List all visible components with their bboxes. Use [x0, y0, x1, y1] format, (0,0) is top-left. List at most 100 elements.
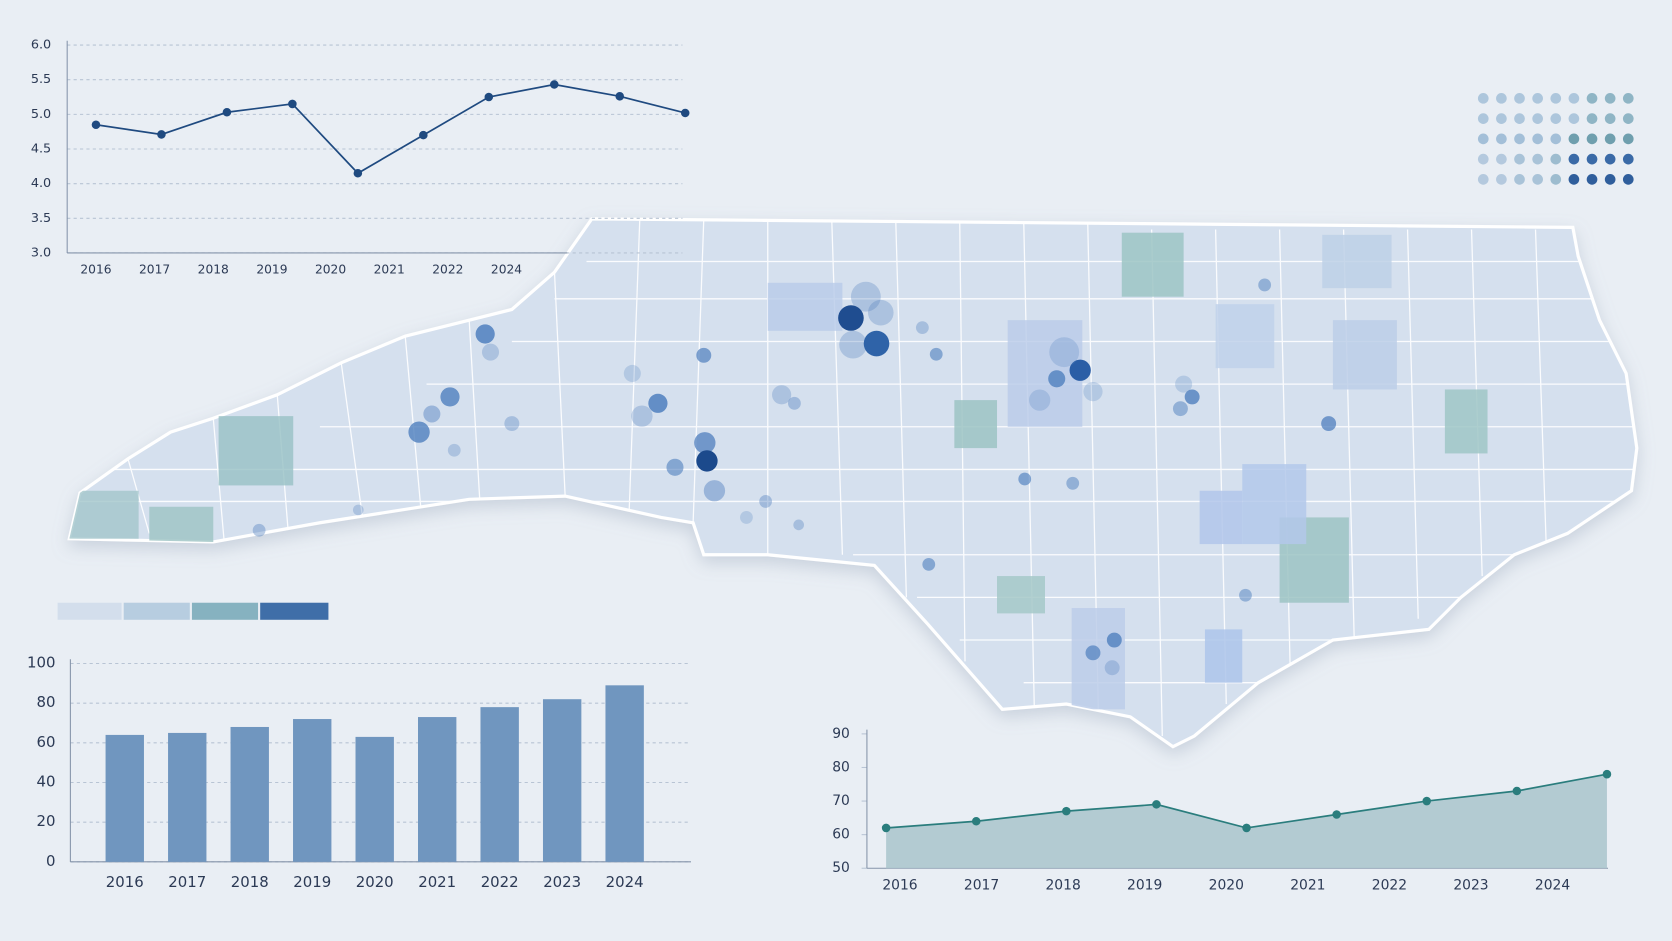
dot: [1568, 153, 1580, 165]
x-tick-label: 2022: [432, 263, 463, 277]
x-tick-label: 2019: [1127, 877, 1162, 893]
dot-legend: [1477, 93, 1634, 185]
point: [484, 92, 494, 102]
x-tick-label: 2020: [315, 263, 346, 277]
map: [67, 217, 1639, 749]
y-tick-label: 60: [832, 827, 850, 843]
point: [1512, 786, 1522, 796]
dot: [1514, 133, 1525, 145]
x-tick-label: 2019: [256, 263, 287, 277]
x-tick-label: 2024: [491, 263, 522, 277]
dot: [1477, 133, 1489, 145]
point: [971, 816, 981, 826]
x-tick-label: 2022: [1372, 877, 1407, 893]
dot: [1622, 113, 1634, 124]
point: [1602, 769, 1612, 779]
x-tick-label: 2016: [882, 877, 917, 893]
dot: [1622, 174, 1634, 185]
dot: [1622, 93, 1634, 104]
y-tick-label: 3.0: [31, 245, 51, 260]
dot: [1496, 133, 1507, 145]
chart: 50 60 70 80 90 2016 2017 2018 2019 2020 2021 2022 20…: [832, 726, 1612, 893]
line: [95, 83, 686, 175]
bar: [105, 734, 144, 862]
area: [886, 774, 1607, 869]
y-tick-label: 3.5: [31, 211, 51, 226]
point: [91, 120, 101, 130]
x-tick-label: 2018: [198, 263, 229, 277]
bar: [542, 699, 582, 862]
x-tick-label: 2020: [1209, 877, 1244, 893]
dot: [1622, 133, 1634, 145]
dot: [1586, 174, 1598, 185]
y-tick-label: 6.0: [31, 38, 51, 53]
dot: [1550, 174, 1562, 185]
y-tick-label: 50: [832, 860, 850, 876]
y-tick-label: 40: [36, 773, 55, 791]
bar: [230, 726, 269, 862]
x-tick-label: 2020: [356, 873, 394, 891]
dot: [1532, 133, 1543, 145]
x-tick-label: 2017: [168, 873, 206, 891]
y-tick-label: 5.0: [31, 107, 51, 122]
map-legend: [57, 602, 329, 620]
dot: [1532, 153, 1543, 165]
x-tick-label: 2021: [418, 873, 456, 891]
x-tick-label: 2018: [1045, 877, 1080, 893]
dot: [1550, 93, 1562, 104]
x-tick-label: 2016: [80, 263, 111, 277]
bar: [605, 685, 644, 862]
point: [1062, 806, 1071, 816]
x-tick-label: 2023: [543, 873, 581, 891]
dot: [1477, 153, 1489, 165]
bar: [355, 736, 394, 862]
point: [881, 823, 891, 833]
dot: [1550, 113, 1562, 124]
dot: [1604, 93, 1616, 104]
dot: [1532, 113, 1543, 124]
point: [550, 80, 559, 89]
x-tick-label: 2018: [231, 873, 269, 891]
point: [615, 92, 625, 101]
dot: [1622, 153, 1634, 165]
dot: [1496, 113, 1507, 124]
y-tick-label: 100: [27, 654, 55, 672]
x-tick-label: 2017: [139, 263, 170, 277]
dot: [1568, 113, 1580, 124]
point: [1332, 810, 1341, 819]
dot: [1604, 174, 1616, 185]
dot: [1496, 93, 1507, 104]
dot: [1514, 174, 1525, 185]
y-tick-label: 70: [832, 793, 850, 809]
point: [1152, 800, 1161, 809]
dot: [1586, 113, 1598, 124]
dot: [1496, 174, 1507, 185]
point: [353, 168, 363, 178]
y-tick-label: 80: [832, 759, 850, 775]
dot: [1604, 113, 1616, 124]
bar: [168, 732, 207, 862]
point: [680, 108, 690, 118]
x-tick-label: 2024: [1535, 877, 1570, 893]
y-tick-label: 5.5: [31, 72, 51, 87]
x-tick-label: 2016: [106, 873, 144, 891]
x-tick-label: 2019: [293, 873, 331, 891]
dot: [1568, 93, 1580, 104]
bar: [293, 719, 332, 862]
x-tick-label: 2022: [481, 873, 519, 891]
dot: [1604, 153, 1616, 165]
x-tick-label: 2024: [606, 873, 644, 891]
dot: [1586, 153, 1598, 165]
dot: [1477, 93, 1489, 104]
dot: [1550, 133, 1562, 145]
point: [1422, 796, 1432, 806]
dot: [1568, 174, 1580, 185]
chart: 0 20 40 60 80 100 2016 2017 2018 2019 2020 2021 2022…: [27, 654, 691, 891]
dot: [1514, 93, 1525, 104]
x-tick-label: 2021: [374, 263, 405, 277]
dot: [1604, 133, 1616, 145]
dot: [1532, 93, 1543, 104]
bar: [480, 707, 519, 862]
dot: [1586, 133, 1598, 145]
dot: [1477, 113, 1489, 124]
